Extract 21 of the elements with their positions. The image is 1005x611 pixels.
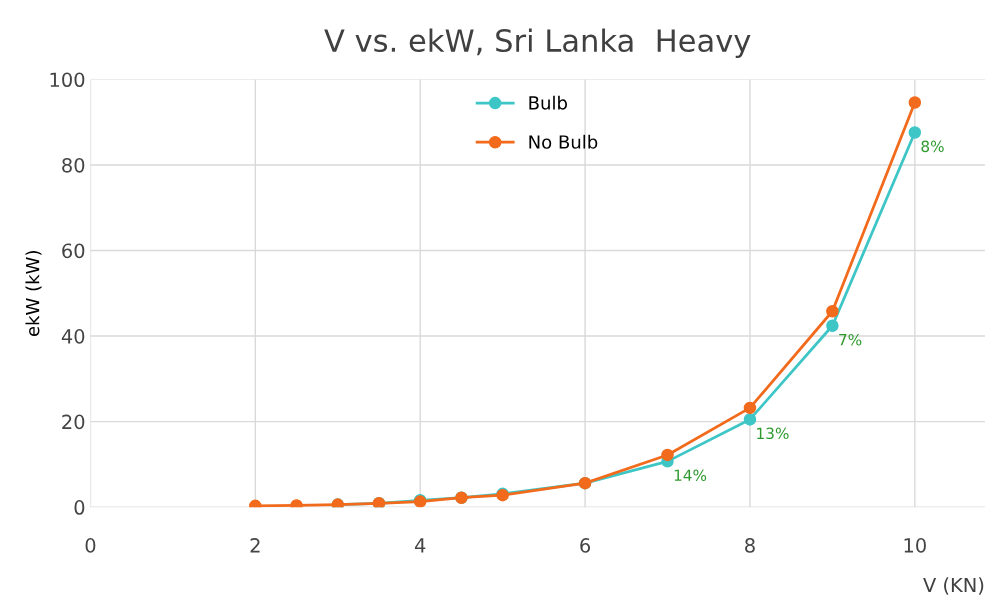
chart-title: V vs. ekW, Sri Lanka Heavy bbox=[324, 28, 751, 59]
y-tick-label: 60 bbox=[62, 243, 85, 259]
y-tick-label: 40 bbox=[61, 329, 85, 344]
y-tick-label: 100 bbox=[50, 72, 85, 88]
annotation: 14% bbox=[674, 469, 707, 482]
y-tick-label: 20 bbox=[62, 414, 85, 430]
x-tick-label: 0 bbox=[85, 538, 96, 553]
y-tick-label: 0 bbox=[74, 500, 85, 515]
y-tick-label: 80 bbox=[62, 157, 85, 173]
annotation: 7% bbox=[839, 333, 862, 346]
x-tick-label: 2 bbox=[250, 538, 260, 553]
x-tick-label: 6 bbox=[580, 538, 591, 553]
x-tick-label: 8 bbox=[745, 538, 755, 553]
x-tick-label: 10 bbox=[904, 538, 926, 553]
x-tick-label: 4 bbox=[414, 538, 426, 553]
x-axis-title: V (KN) bbox=[923, 577, 984, 595]
annotation: 13% bbox=[757, 427, 789, 440]
legend-label: No Bulb bbox=[529, 134, 598, 149]
legend-label: Bulb bbox=[529, 95, 567, 110]
annotation: 8% bbox=[921, 140, 944, 153]
y-axis-title: ekW (kW) bbox=[25, 251, 42, 337]
